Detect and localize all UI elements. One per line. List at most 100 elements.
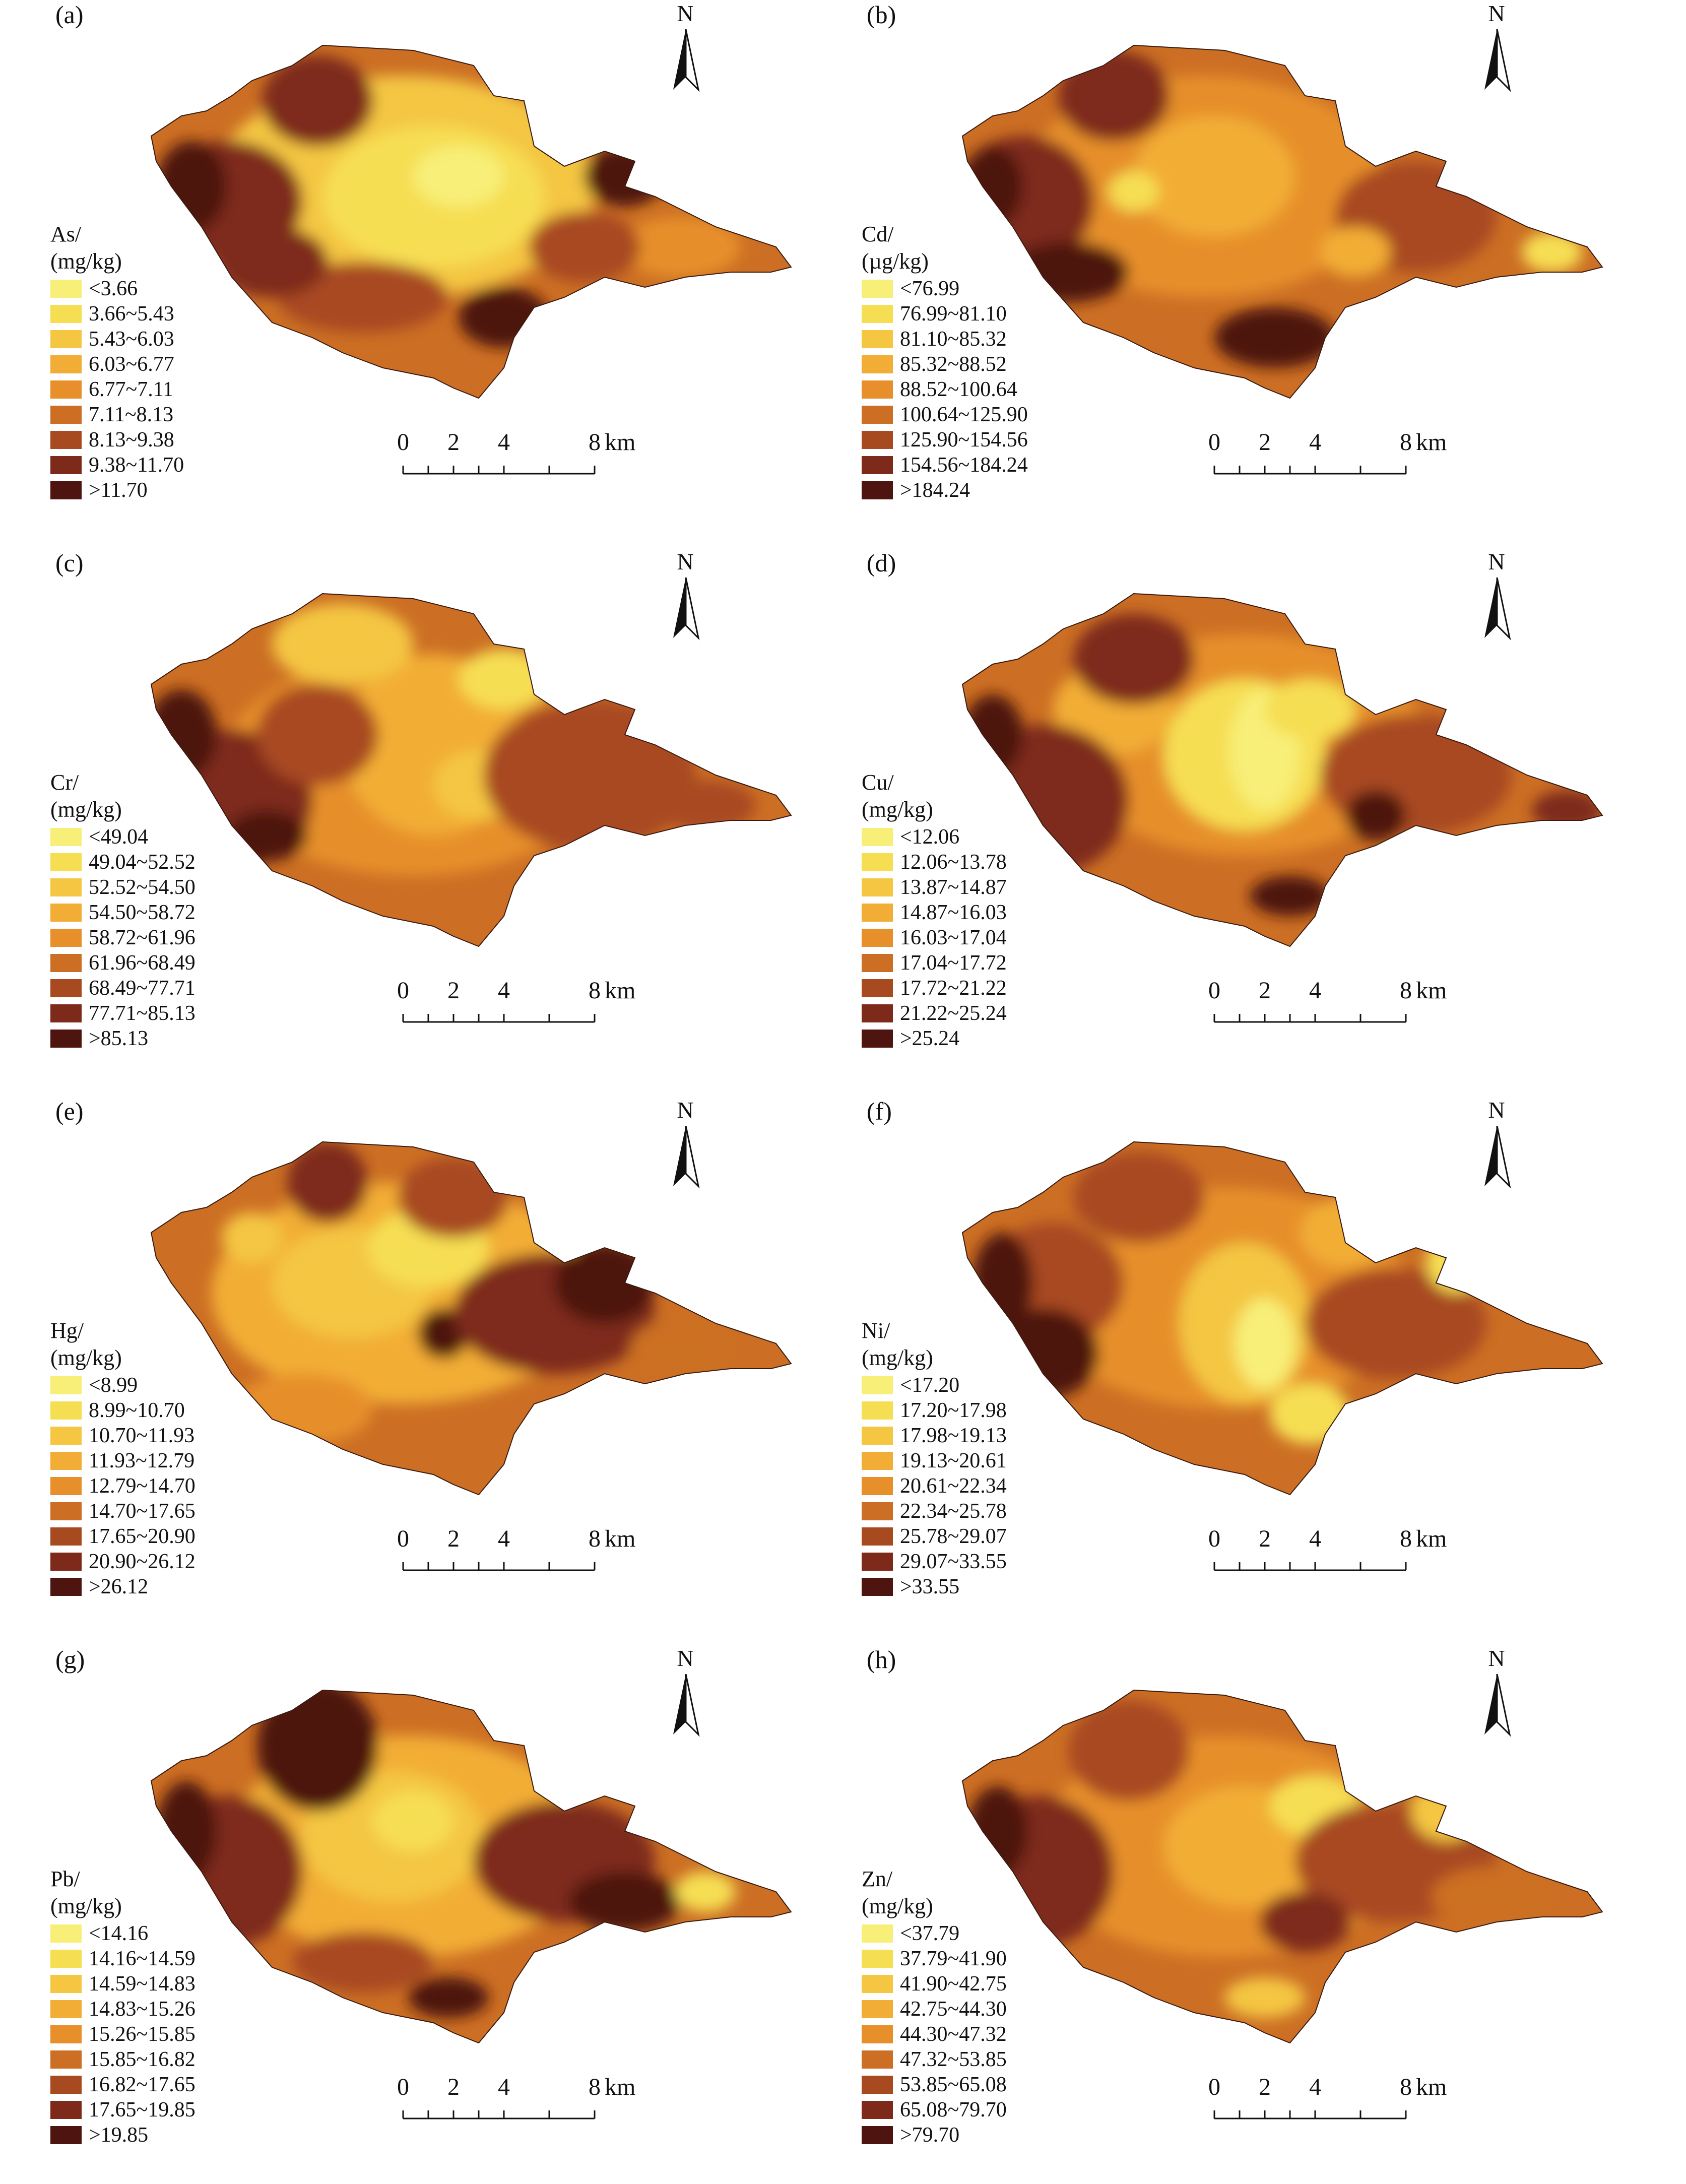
north-label: N (1488, 1097, 1505, 1123)
legend-swatch (862, 2025, 893, 2043)
legend-swatch (862, 878, 893, 896)
legend-class-label: 17.65~19.85 (89, 2098, 196, 2122)
concentration-zone (1068, 1700, 1189, 1801)
legend-item: 44.30~47.32 (862, 2022, 1007, 2047)
legend-class-label: 17.65~20.90 (89, 1525, 196, 1548)
legend-swatch (50, 1427, 82, 1445)
legend-class-label: >11.70 (89, 479, 148, 502)
legend-swatch (862, 828, 893, 846)
legend-class-label: 15.85~16.82 (89, 2048, 196, 2071)
concentration-surface (962, 1142, 1602, 1495)
legend-class-label: 76.99~81.10 (900, 302, 1007, 326)
legend-class-label: <17.20 (900, 1374, 960, 1397)
panel-label: (h) (867, 1645, 896, 1674)
legend-item: 14.59~14.83 (50, 1971, 196, 1997)
legend-swatch (50, 1452, 82, 1470)
legend-swatch (862, 1030, 893, 1048)
legend-swatch (862, 380, 893, 399)
legend-class-label: >85.13 (89, 1027, 149, 1050)
concentration-zone (1265, 679, 1355, 740)
scale-tick-label: 0 (397, 1525, 409, 1552)
legend-item: 19.13~20.61 (862, 1448, 1007, 1473)
scale-tick-label: 8 (1400, 2074, 1412, 2100)
legend-swatch (50, 1553, 82, 1571)
concentration-zone (1073, 614, 1194, 704)
legend-swatch (862, 2000, 893, 2018)
concentration-zone (1522, 232, 1582, 272)
legend-swatch (862, 904, 893, 922)
legend-item: >85.13 (50, 1026, 196, 1051)
legend-item: 52.52~54.50 (50, 875, 196, 900)
legend-item: <37.79 (862, 1921, 1007, 1946)
legend-class-label: 17.20~17.98 (900, 1399, 1007, 1422)
legend-item: 22.34~25.78 (862, 1499, 1007, 1524)
scale-tick-label: 4 (1309, 977, 1321, 1004)
legend-swatch (862, 1502, 893, 1520)
scale-tick-label: 2 (1259, 429, 1271, 456)
legend-item: 17.65~20.90 (50, 1524, 196, 1549)
legend-item: 15.85~16.82 (50, 2047, 196, 2072)
scale-tick-label: 4 (498, 429, 510, 456)
concentration-zone (1109, 171, 1159, 212)
scale-unit: km (1416, 1525, 1447, 1552)
north-arrow-left-half (1484, 29, 1497, 90)
legend-item: >26.12 (50, 1574, 196, 1599)
legend-class-label: 29.07~33.55 (900, 1550, 1007, 1573)
legend-class-label: 65.08~79.70 (900, 2098, 1007, 2122)
map-panel: (f) N Ni/(mg/kg) <17.20 17.20~17.98 17.98~19.… (811, 1097, 1617, 1636)
legend-swatch (50, 1924, 82, 1943)
legend: Cu/(mg/kg) <12.06 12.06~13.78 13.87~14.87 14… (862, 770, 1007, 1051)
legend-class-label: 53.85~65.08 (900, 2073, 1007, 2096)
legend-swatch (862, 431, 893, 449)
north-label: N (677, 1097, 694, 1123)
legend-class-label: 6.77~7.11 (89, 378, 174, 401)
contour-map (150, 593, 792, 947)
legend-class-label: 12.79~14.70 (89, 1474, 196, 1498)
legend-swatch (862, 280, 893, 298)
legend-element: Hg/ (50, 1318, 84, 1343)
concentration-zone (459, 287, 549, 348)
concentration-surface (962, 45, 1602, 398)
legend-class-label: 154.56~184.24 (900, 454, 1028, 477)
legend-class-label: 44.30~47.32 (900, 2023, 1007, 2046)
legend-class-label: 25.78~29.07 (900, 1525, 1007, 1548)
legend-swatch (50, 481, 82, 499)
concentration-zone (267, 1700, 338, 1771)
north-arrow-icon: N (1466, 1645, 1527, 1746)
legend-item: 9.38~11.70 (50, 453, 184, 478)
scale-tick-label: 4 (1309, 2074, 1321, 2100)
scale-tick-label: 2 (1259, 977, 1271, 1004)
scale-bar: 0 2 4 8 km (393, 2073, 635, 2134)
legend-item: 21.22~25.24 (862, 1001, 1007, 1026)
legend-swatch (50, 1950, 82, 1968)
legend-swatch (862, 1427, 893, 1445)
legend-swatch (50, 355, 82, 373)
legend-item: <3.66 (50, 276, 184, 301)
legend-swatch (50, 1004, 82, 1022)
scale-tick-label: 0 (1208, 977, 1220, 1004)
legend-swatch (862, 1924, 893, 1943)
concentration-zone (156, 141, 227, 232)
concentration-zone (1073, 1152, 1204, 1243)
concentration-zone (1235, 1298, 1295, 1389)
legend-unit: (µg/kg) (862, 249, 929, 274)
concentration-zone (1320, 227, 1391, 277)
region-boundary (150, 593, 792, 947)
legend: Ni/(mg/kg) <17.20 17.20~17.98 17.98~19.13 19… (862, 1318, 1007, 1599)
scale-bar: 0 2 4 8 km (393, 1525, 635, 1585)
concentration-zone (529, 212, 640, 282)
concentration-surface (151, 45, 791, 398)
legend-item: 61.96~68.49 (50, 950, 196, 976)
legend-class-label: 41.90~42.75 (900, 1972, 1007, 1996)
legend-item: 54.50~58.72 (50, 900, 196, 925)
contour-map (961, 44, 1603, 399)
region-boundary (961, 44, 1603, 399)
scale-tick-label: 8 (589, 977, 601, 1004)
legend-class-label: >26.12 (89, 1575, 149, 1598)
north-arrow-right-half (1496, 1674, 1511, 1737)
legend-class-label: 19.13~20.61 (900, 1449, 1007, 1472)
legend-class-label: 7.11~8.13 (89, 403, 174, 426)
legend-element: Ni/ (862, 1318, 890, 1343)
north-arrow-right-half (1496, 1126, 1511, 1189)
legend-class-label: 17.04~17.72 (900, 951, 1007, 975)
